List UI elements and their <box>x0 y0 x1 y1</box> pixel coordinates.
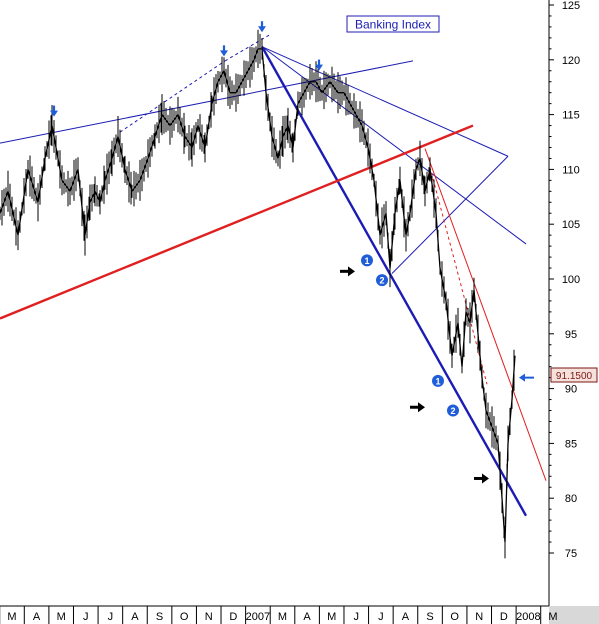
x-axis-strip <box>0 606 599 624</box>
right-arrow-icon <box>474 473 489 484</box>
trendline <box>0 124 474 320</box>
y-tick-label: 115 <box>562 110 580 122</box>
x-tick-label: J <box>354 611 360 623</box>
x-tick-label: A <box>131 611 139 623</box>
x-tick-label: 2007 <box>246 611 270 623</box>
trendline <box>0 60 414 144</box>
wave-marker: 2 <box>376 274 388 287</box>
x-tick-label: J <box>83 611 89 623</box>
y-tick-label: 80 <box>565 493 577 505</box>
x-tick-label: J <box>108 611 114 623</box>
x-tick-label: N <box>475 611 483 623</box>
x-tick-label: M <box>7 611 16 623</box>
y-tick-label: 85 <box>565 438 577 450</box>
wave-marker: 1 <box>432 374 444 387</box>
x-axis: M A M J J A S O N D 2007 M A M J J A S O N D 2008 M <box>0 605 599 624</box>
down-arrow-icon <box>220 45 228 57</box>
right-arrow-icon <box>340 266 355 277</box>
x-tick-label: N <box>205 611 213 623</box>
x-tick-label: A <box>402 611 410 623</box>
y-tick-label: 110 <box>562 164 580 176</box>
x-tick-label: D <box>500 611 508 623</box>
y-tick-label: 120 <box>562 55 580 67</box>
last-price-box <box>550 367 598 383</box>
x-tick-label: O <box>450 611 459 623</box>
trendline <box>260 46 528 517</box>
axis-corner <box>549 606 599 624</box>
x-tick-label: J <box>378 611 384 623</box>
wave-marker-label: 1 <box>435 376 440 386</box>
x-tick-label: 2008 <box>516 611 540 623</box>
x-tick-label: S <box>156 611 163 623</box>
y-tick-label: 90 <box>565 384 577 396</box>
trendline <box>424 148 547 481</box>
y-tick-label: 100 <box>562 274 580 286</box>
right-arrow-icon <box>410 402 425 413</box>
down-arrow-icon <box>258 21 266 33</box>
chart-title-box <box>346 15 440 33</box>
y-axis: 75 80 85 90 95 100 105 110 115 120 125 <box>548 0 580 606</box>
x-tick-label: M <box>278 611 287 623</box>
x-tick-label: O <box>180 611 189 623</box>
x-tick-label: A <box>33 611 41 623</box>
y-tick-label: 125 <box>562 0 580 12</box>
last-price-badge: 91.1500 <box>550 367 598 383</box>
wave-marker: 2 <box>447 404 459 417</box>
trendline <box>391 155 509 274</box>
last-price-text: 91.1500 <box>556 371 593 382</box>
wave-marker-label: 1 <box>364 256 369 266</box>
trendline <box>261 46 509 157</box>
wave-marker-label: 2 <box>379 276 384 286</box>
chart-title: Banking Index <box>346 15 440 33</box>
x-tick-label: M <box>548 611 557 623</box>
x-tick-label: S <box>426 611 433 623</box>
down-arrow-icon <box>315 59 323 71</box>
y-tick-label: 105 <box>562 219 580 231</box>
price-series <box>0 29 516 559</box>
left-arrow-icon <box>519 373 534 382</box>
x-tick-label: A <box>303 611 311 623</box>
x-tick-label: M <box>327 611 336 623</box>
wave-marker: 1 <box>361 254 373 267</box>
down-arrow-icon <box>50 105 58 117</box>
wave-marker-label: 2 <box>450 406 455 416</box>
x-tick-label: M <box>57 611 66 623</box>
chart-title-text: Banking Index <box>355 18 431 32</box>
trendlines <box>0 34 547 517</box>
x-tick-label: D <box>229 611 237 623</box>
y-tick-label: 75 <box>565 548 577 560</box>
y-tick-label: 95 <box>565 329 577 341</box>
